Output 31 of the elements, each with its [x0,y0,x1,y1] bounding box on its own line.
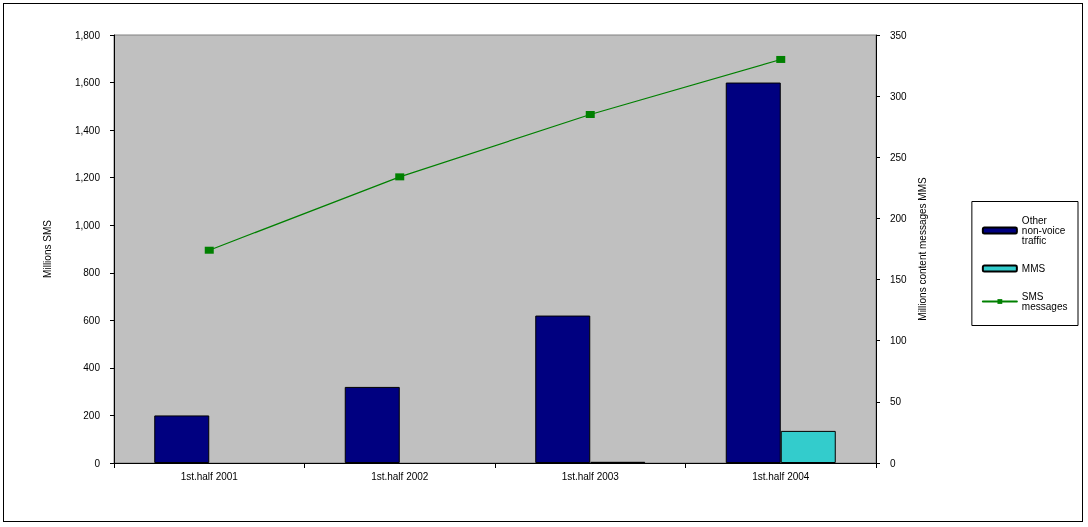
y-tick-label: 600 [83,314,101,326]
y2-tick-label: 300 [890,90,908,102]
y2-tick-label: 0 [890,457,896,469]
x-tick-label: 1st.half 2003 [561,470,620,482]
y2-tick-label: 350 [890,29,908,41]
y-tick-label: 800 [83,267,101,279]
y-axis-title: Millions SMS [41,219,53,278]
y2-tick-label: 50 [890,396,902,408]
legend-label: SMS messages [1021,291,1068,312]
y2-tick-label: 200 [890,212,908,224]
x-tick-label: 1st.half 2004 [752,470,810,482]
y-tick-label: 200 [83,409,101,421]
y2-tick-label: 150 [890,274,908,286]
y-tick-label: 1,600 [74,77,101,89]
y2-axis-title: Millions content messages MMS [917,176,929,321]
point [776,55,786,63]
y-tick-label: 0 [94,457,101,469]
point [395,173,405,181]
y-tick-label: 1,200 [74,172,101,184]
legend-label: Other non-voice traffic [1021,215,1068,246]
legend-label: MMS [1021,263,1046,274]
point [204,246,214,254]
y2-tick-label: 100 [890,335,908,347]
y-tick-label: 1,400 [74,124,101,136]
x-tick-label: 1st.half 2001 [180,470,239,482]
x-tick-label: 1st.half 2002 [371,470,429,482]
y-tick-label: 1,800 [74,29,101,41]
y2-tick-label: 250 [890,151,908,163]
y-tick-label: 400 [83,362,101,374]
point [585,110,595,118]
y-tick-label: 1,000 [74,219,101,231]
